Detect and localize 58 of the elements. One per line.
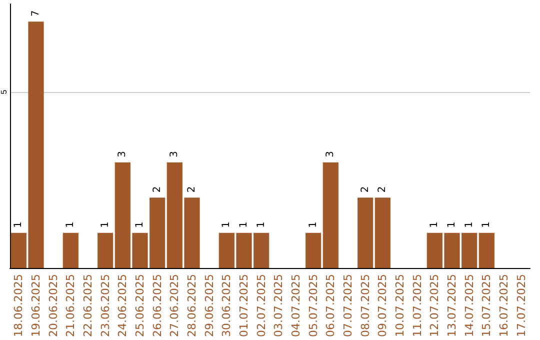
x-tick-label: 20.06.2025 [46, 274, 60, 338]
bar [478, 232, 494, 268]
x-tick-label: 28.06.2025 [186, 274, 198, 338]
data-label: 1 [308, 221, 319, 228]
x-tick-label: 27.06.2025 [168, 274, 182, 338]
data-label: 1 [13, 221, 24, 228]
data-label: 1 [429, 221, 440, 228]
bar [322, 162, 338, 268]
y-tick-label: 5 [0, 89, 8, 94]
x-tick-label: 10.07.2025 [394, 274, 406, 338]
data-label: 1 [100, 221, 111, 228]
x-tick-label: 03.07.2025 [272, 274, 286, 338]
data-label: 2 [152, 186, 163, 193]
data-label: 1 [464, 221, 475, 228]
data-label: 1 [446, 221, 458, 228]
bar [62, 232, 78, 268]
x-tick-label: 08.07.2025 [358, 274, 372, 338]
x-tick-label: 04.07.2025 [290, 274, 302, 338]
x-tick-label: 02.07.2025 [254, 274, 268, 338]
x-tick-label: 07.07.2025 [342, 274, 354, 338]
x-tick-label: 12.07.2025 [428, 274, 442, 338]
x-tick-label: 15.07.2025 [480, 274, 494, 338]
data-label: 1 [481, 221, 492, 228]
x-tick-label: 21.06.2025 [64, 274, 78, 338]
x-tick-label: 16.07.2025 [498, 274, 510, 338]
x-tick-label: 26.06.2025 [150, 274, 164, 338]
data-label: 2 [377, 186, 388, 193]
x-tick-label: 18.06.2025 [12, 274, 26, 338]
x-tick-label: 06.07.2025 [324, 274, 338, 338]
x-tick-label: 13.07.2025 [446, 274, 458, 338]
x-tick-label: 05.07.2025 [306, 274, 320, 338]
x-tick-label: 25.06.2025 [134, 274, 146, 338]
x-tick-label: 30.06.2025 [220, 274, 234, 338]
x-tick-label: 22.06.2025 [82, 274, 94, 338]
x-tick-label: 29.06.2025 [202, 274, 216, 338]
data-label: 3 [117, 151, 128, 158]
x-tick-label: 14.07.2025 [462, 274, 476, 338]
bar [98, 232, 114, 268]
x-tick-label: 09.07.2025 [376, 274, 390, 338]
data-label: 1 [238, 221, 250, 228]
x-tick-label: 23.06.2025 [98, 274, 112, 338]
data-label: 3 [325, 151, 336, 158]
x-tick-label: 24.06.2025 [116, 274, 130, 338]
data-label: 1 [256, 221, 267, 228]
x-tick-label: 01.07.2025 [238, 274, 250, 338]
data-label: 7 [30, 10, 42, 17]
data-label: 1 [65, 221, 76, 228]
data-label: 1 [134, 221, 146, 228]
data-label: 2 [360, 186, 371, 193]
bar [358, 198, 374, 268]
data-label: 3 [169, 151, 180, 158]
x-tick-label: 19.06.2025 [30, 274, 42, 338]
data-label: 1 [221, 221, 232, 228]
data-label: 2 [186, 186, 198, 193]
bar [374, 198, 390, 268]
x-tick-label: 11.07.2025 [410, 274, 424, 338]
bar [306, 232, 322, 268]
x-tick-label: 17.07.2025 [514, 274, 528, 338]
